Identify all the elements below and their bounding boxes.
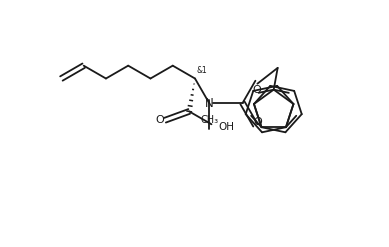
Text: CH₃: CH₃ (200, 115, 218, 125)
Text: O: O (252, 85, 261, 95)
Text: O: O (156, 115, 165, 125)
Text: &1: &1 (197, 65, 208, 75)
Text: OH: OH (218, 122, 235, 132)
Text: N: N (205, 97, 214, 109)
Text: O: O (253, 117, 262, 127)
